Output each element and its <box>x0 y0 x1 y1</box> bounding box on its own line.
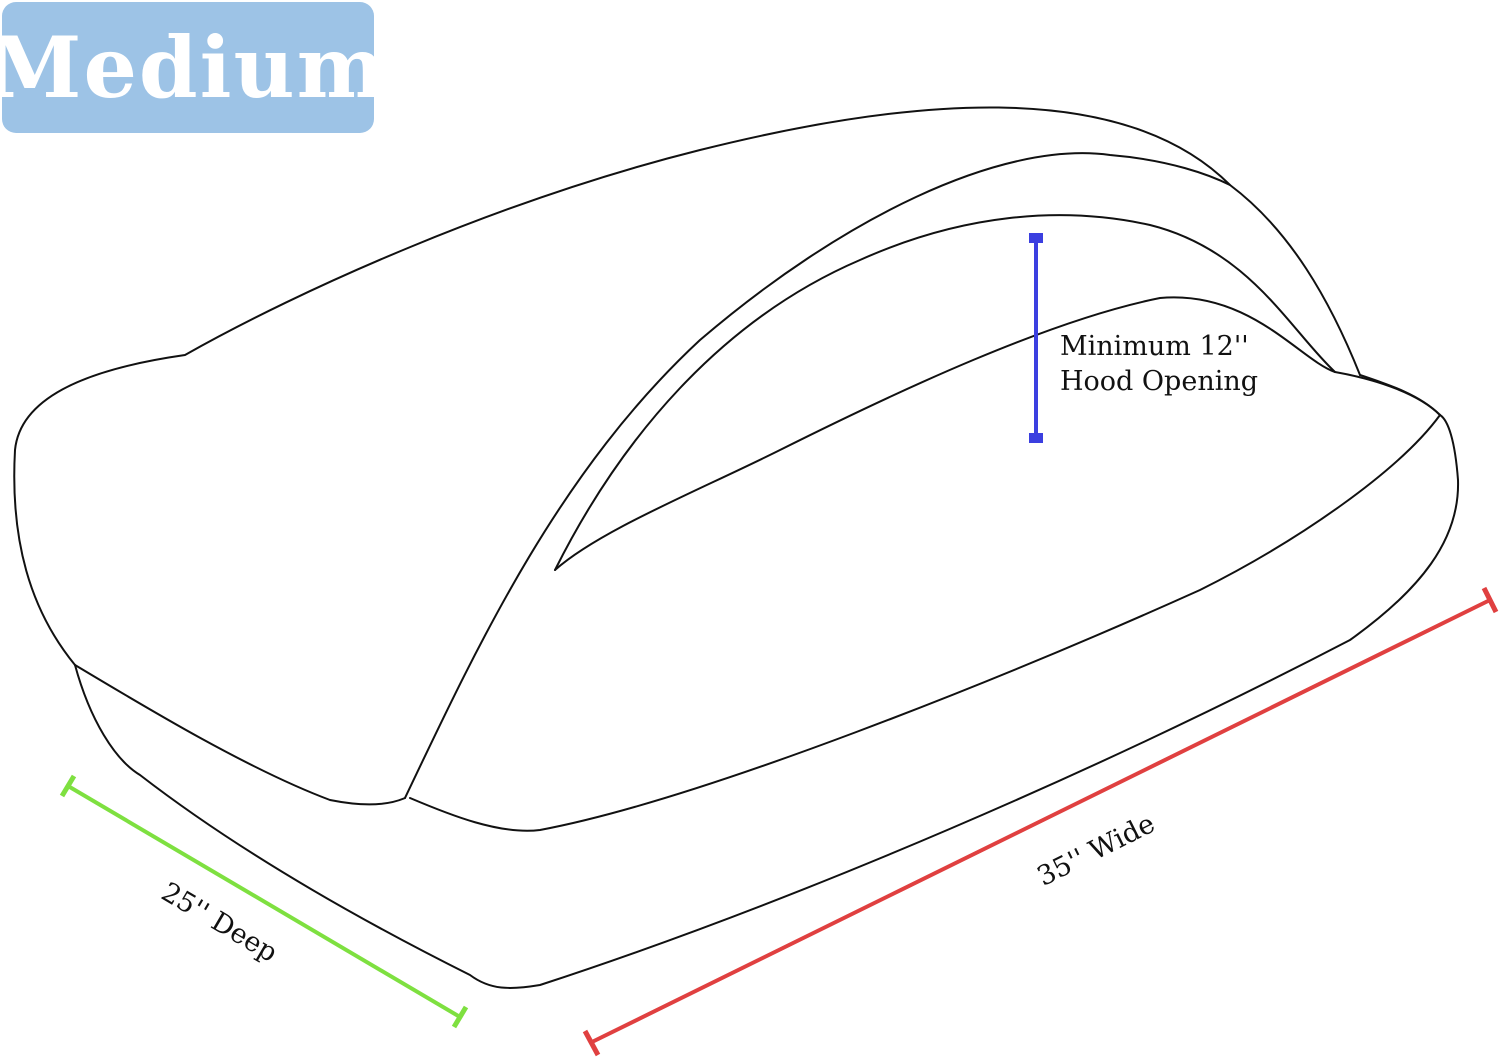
hood-inner-arc <box>554 214 1336 571</box>
right-cushion-top <box>1359 374 1441 416</box>
depth-dimension: 25'' Deep <box>59 774 469 1029</box>
width-label: 35'' Wide <box>1032 808 1159 892</box>
hood-opening-cap-top <box>1029 233 1043 243</box>
depth-cap-left <box>59 774 77 798</box>
hood-opening-cap-bottom <box>1029 433 1043 443</box>
base-bottom-edge <box>74 414 1460 989</box>
hood-opening-floor <box>554 296 1441 571</box>
pet-bed-outline <box>13 106 1460 989</box>
depth-cap-right <box>451 1005 469 1029</box>
depth-line <box>66 784 462 1019</box>
hood-opening-label-line2: Hood Opening <box>1060 366 1258 397</box>
size-badge: Medium <box>0 2 386 133</box>
depth-label: 25'' Deep <box>156 877 283 969</box>
left-cushion-bottom <box>74 664 406 806</box>
width-line <box>591 598 1491 1044</box>
width-cap-right <box>1481 586 1499 614</box>
hood-outer-arc <box>404 152 1231 799</box>
width-cap-left <box>582 1029 601 1057</box>
hood-opening-dimension: Minimum 12'' Hood Opening <box>1029 233 1258 443</box>
base-front-top-edge <box>409 414 1441 832</box>
size-badge-label: Medium <box>0 17 388 117</box>
hood-opening-label-line1: Minimum 12'' <box>1060 331 1249 362</box>
